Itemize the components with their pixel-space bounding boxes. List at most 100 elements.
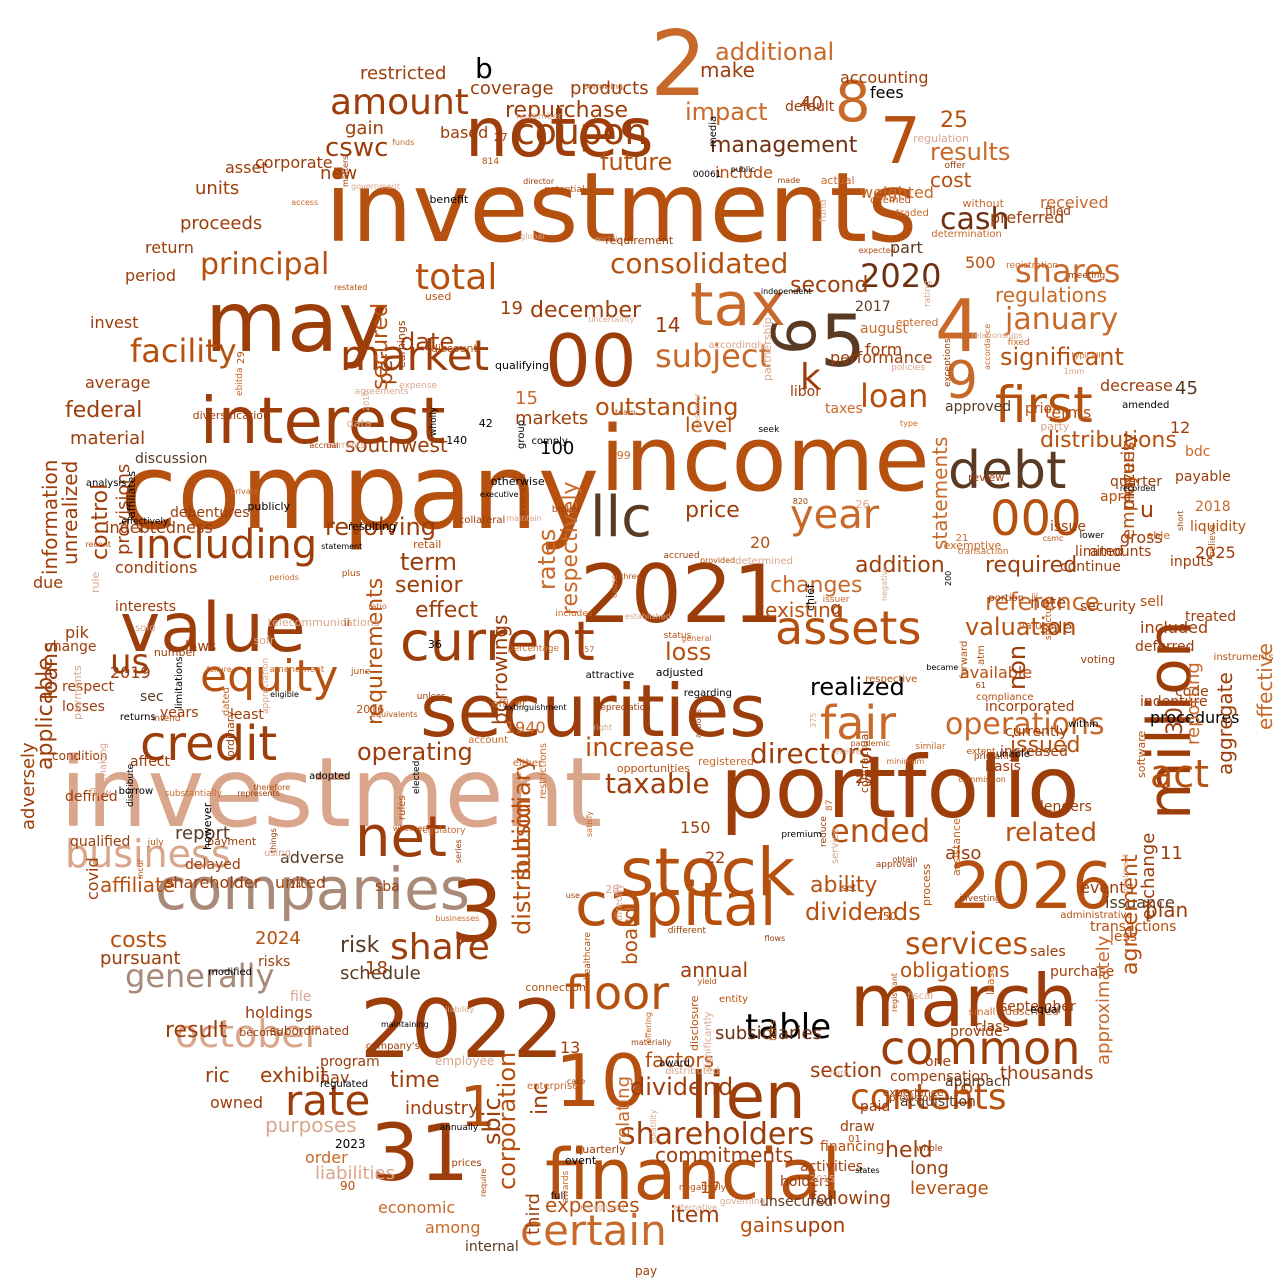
cloud-word-small: eligible xyxy=(270,690,299,700)
cloud-word-small: negatively xyxy=(678,1182,727,1193)
cloud-word: approach xyxy=(945,1074,1011,1090)
cloud-word-small: 2016 xyxy=(356,702,385,716)
cloud-word: interests xyxy=(115,599,177,615)
cloud-word-small: government xyxy=(351,181,400,191)
cloud-word: relating xyxy=(613,1075,634,1145)
cloud-word-small: liability xyxy=(445,1004,475,1014)
cloud-word-small: executive xyxy=(479,489,519,499)
cloud-word: term xyxy=(400,548,457,576)
cloud-word: addition xyxy=(855,553,945,578)
cloud-word: 22 xyxy=(705,848,726,867)
cloud-word-small: director xyxy=(523,177,555,187)
cloud-word: holdings xyxy=(245,1003,313,1022)
cloud-word: weighted xyxy=(860,183,934,202)
cloud-word: respectively xyxy=(558,481,583,615)
cloud-word-small: recognized xyxy=(580,1203,625,1213)
cloud-word-small: modified xyxy=(208,967,252,979)
cloud-word: laws xyxy=(185,639,217,655)
cloud-word: fees xyxy=(870,83,904,102)
cloud-word-small: service xyxy=(830,828,842,865)
cloud-word-small: ii xyxy=(343,616,350,630)
cloud-word: pursuant xyxy=(100,948,181,969)
cloud-word-small: intend xyxy=(151,714,181,725)
cloud-word: common xyxy=(880,1021,1081,1075)
cloud-word-small: full xyxy=(550,1191,567,1203)
cloud-word-small: provision xyxy=(889,1092,935,1104)
cloud-word: 4 xyxy=(935,284,981,368)
cloud-word: include xyxy=(715,163,773,182)
cloud-word: information xyxy=(38,459,62,575)
cloud-word-small: entity xyxy=(719,994,749,1006)
cloud-word: material xyxy=(70,428,146,449)
cloud-word-small: believe xyxy=(1208,524,1219,558)
cloud-word-small: matters xyxy=(341,155,351,187)
cloud-word-small: officer xyxy=(491,697,527,711)
cloud-word-small: able xyxy=(1146,529,1171,543)
cloud-word: assets xyxy=(775,601,922,655)
cloud-word: 150 xyxy=(680,818,711,837)
cloud-word-small: 200 xyxy=(944,571,954,587)
cloud-word: indebtedness xyxy=(105,518,213,537)
cloud-word-small: party xyxy=(1040,419,1070,433)
cloud-word-small: investing xyxy=(959,893,1001,904)
cloud-word-small: within xyxy=(1068,718,1099,730)
cloud-word: cash xyxy=(940,202,1010,237)
cloud-word: january xyxy=(1005,302,1119,337)
cloud-word-small: incur xyxy=(136,858,146,879)
cloud-word-small: fiscal xyxy=(907,991,934,1003)
cloud-word-small: registrant xyxy=(890,972,900,1012)
cloud-word-small: group xyxy=(515,419,527,449)
cloud-word: affiliate xyxy=(100,873,176,897)
cloud-word-small: fund xyxy=(818,199,830,223)
cloud-word-small: software xyxy=(1134,730,1148,778)
cloud-word: k xyxy=(800,357,821,398)
cloud-word: discussion xyxy=(135,451,208,467)
cloud-word: coupon xyxy=(515,112,648,153)
cloud-word: second xyxy=(790,273,869,298)
cloud-word-small: without xyxy=(962,197,1004,211)
cloud-word: acquisition xyxy=(900,1094,976,1110)
cloud-word-small: determined xyxy=(735,556,793,568)
cloud-word: business xyxy=(65,832,231,876)
cloud-word-small: premium xyxy=(781,829,822,840)
cloud-word-small: compliance xyxy=(976,691,1034,703)
cloud-word-small: restrictions xyxy=(538,742,550,799)
cloud-word: time xyxy=(390,1068,440,1093)
cloud-word: notes xyxy=(465,94,654,173)
cloud-word: march xyxy=(850,959,1078,1043)
cloud-word: approved xyxy=(945,399,1012,415)
cloud-word: average xyxy=(85,373,151,392)
cloud-word: facility xyxy=(130,332,237,370)
cloud-word-small: meeting xyxy=(1067,270,1106,281)
cloud-word: included xyxy=(1140,618,1209,637)
cloud-word: change xyxy=(45,639,97,655)
cloud-word-small: data xyxy=(346,417,372,431)
cloud-word-small: borrow xyxy=(118,786,154,797)
cloud-word: proceeds xyxy=(180,213,263,234)
cloud-word-small: middle xyxy=(595,234,623,244)
cloud-word-small: status xyxy=(663,631,692,642)
cloud-word-small: awards xyxy=(561,1170,572,1204)
cloud-word-small: general xyxy=(681,633,712,643)
cloud-word: losses xyxy=(62,699,105,715)
cloud-word: covid xyxy=(83,857,102,900)
cloud-word-small: percentage xyxy=(507,643,560,654)
cloud-word: cswc xyxy=(325,133,389,163)
cloud-word-small: award xyxy=(659,1057,690,1069)
cloud-word: 500 xyxy=(965,253,996,272)
cloud-word: senior xyxy=(395,573,463,598)
cloud-word-small: businesses xyxy=(435,914,480,924)
cloud-word-small: used xyxy=(424,290,452,304)
cloud-word: years xyxy=(160,705,199,721)
cloud-word: products xyxy=(570,78,649,99)
cloud-word: 17 xyxy=(700,1178,721,1197)
cloud-word: libor xyxy=(790,384,821,400)
cloud-word-small: 57 xyxy=(584,645,595,655)
cloud-word: results xyxy=(930,138,1011,166)
cloud-word-small: comply xyxy=(531,435,568,447)
cloud-word: approximately xyxy=(1093,935,1114,1065)
cloud-word: ability xyxy=(810,873,878,898)
cloud-word: financial xyxy=(545,1134,841,1216)
cloud-word: sale xyxy=(1040,618,1073,637)
cloud-word: form xyxy=(865,340,903,359)
